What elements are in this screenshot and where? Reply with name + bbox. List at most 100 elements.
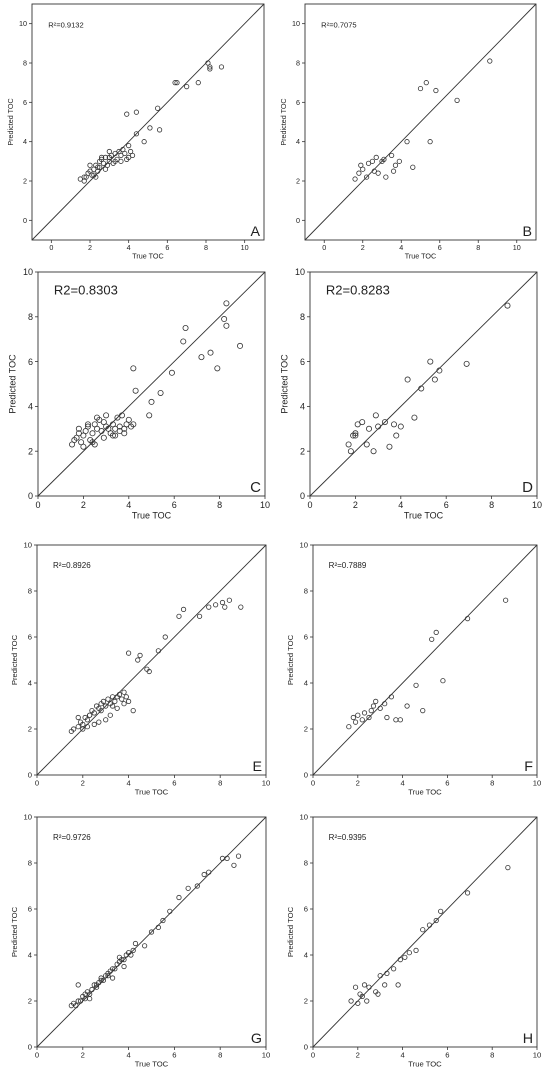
data-point [81,174,87,180]
y-tick-label: 6 [296,98,300,107]
data-point [221,316,228,323]
data-point [102,166,109,172]
x-tick-label: 4 [126,500,131,510]
data-point [167,908,173,914]
panel-label: H [523,1031,533,1047]
data-point [440,678,446,684]
panel-label: G [251,1031,262,1047]
x-tick-label: 8 [490,1051,494,1060]
data-point [129,152,136,159]
data-point [168,369,175,376]
data-point [392,162,399,168]
data-point [141,139,147,145]
data-point [75,982,81,988]
data-point [368,707,374,714]
data-point [386,443,393,450]
data-point [360,166,366,172]
data-point [84,717,90,723]
y-tick-label: 4 [28,402,33,412]
data-point [130,365,137,372]
data-point [105,973,111,979]
x-tick-label: 10 [262,779,271,788]
data-point [346,724,352,730]
data-point [109,966,116,972]
data-points [68,853,242,1009]
x-tick-label: 10 [532,500,542,510]
data-point [160,917,166,924]
y-tick-label: 2 [296,177,300,186]
data-point [87,162,93,168]
data-point [116,428,123,435]
data-point [397,956,403,963]
data-point [373,154,379,161]
data-point [135,657,141,663]
data-point [142,943,148,949]
data-point [404,139,410,145]
data-point [363,174,370,180]
data-point [132,387,139,394]
data-point [237,342,244,349]
data-point [103,703,109,709]
data-point [109,432,116,439]
data-point [369,158,375,164]
y-tick-label: 0 [28,491,33,501]
data-point [125,416,132,423]
data-points [346,597,509,730]
x-tick-label: 4 [400,779,405,788]
plot-frame [37,271,266,497]
y-tick-label: 4 [300,402,305,412]
data-point [80,726,86,732]
one-to-one-line [31,3,265,241]
x-tick-label: 8 [476,243,480,252]
data-point [222,604,228,610]
y-tick-label: 8 [28,859,32,868]
chart-panel-d: 0 2 4 6 8 10 0 2 4 6 8 10 True TOC Predicted TOC R2=0.… [279,267,542,520]
data-point [157,389,164,396]
x-tick-label: 2 [361,243,365,252]
data-point [355,712,361,718]
y-tick-label: 2 [304,997,308,1006]
y-axis-title: Predicted TOC [7,354,17,414]
data-point [77,998,84,1004]
one-to-one-line [304,3,537,241]
data-point [125,698,132,705]
data-point [219,855,226,862]
data-point [100,977,107,983]
data-point [426,922,433,928]
data-point [91,710,97,716]
data-point [73,1002,79,1009]
x-tick-label: 10 [533,779,542,788]
data-point [155,105,161,111]
x-tick-label: 2 [353,500,358,510]
x-tick-label: 6 [172,1051,176,1060]
x-axis-title: True TOC [132,251,163,260]
x-tick-label: 2 [356,779,360,788]
data-point [366,425,373,432]
data-point [213,602,219,608]
x-axis-title: True TOC [408,787,442,796]
y-tick-label: 8 [304,587,308,596]
data-point [112,432,119,439]
plot-frame [36,816,267,1048]
data-point [155,648,161,654]
data-point [130,947,136,954]
y-tick-label: 10 [300,541,309,550]
data-point [436,367,443,374]
x-tick-label: 0 [35,1051,39,1060]
r-squared-annotation: R²=0.8926 [53,561,91,570]
data-point [207,64,213,70]
data-point [102,154,109,161]
data-point [223,300,230,307]
chart-panel-f: 0 2 4 6 8 10 0 2 4 6 8 10 True TOC Predicted TOC R²=0.… [286,541,541,797]
x-tick-label: 0 [49,243,53,252]
data-point [427,358,434,365]
x-tick-label: 2 [81,779,85,788]
data-point [91,441,98,448]
data-point [350,714,356,721]
data-point [87,996,93,1002]
y-tick-label: 10 [295,267,305,277]
data-point [107,712,113,718]
data-points [69,300,244,450]
y-tick-label: 8 [28,312,33,322]
